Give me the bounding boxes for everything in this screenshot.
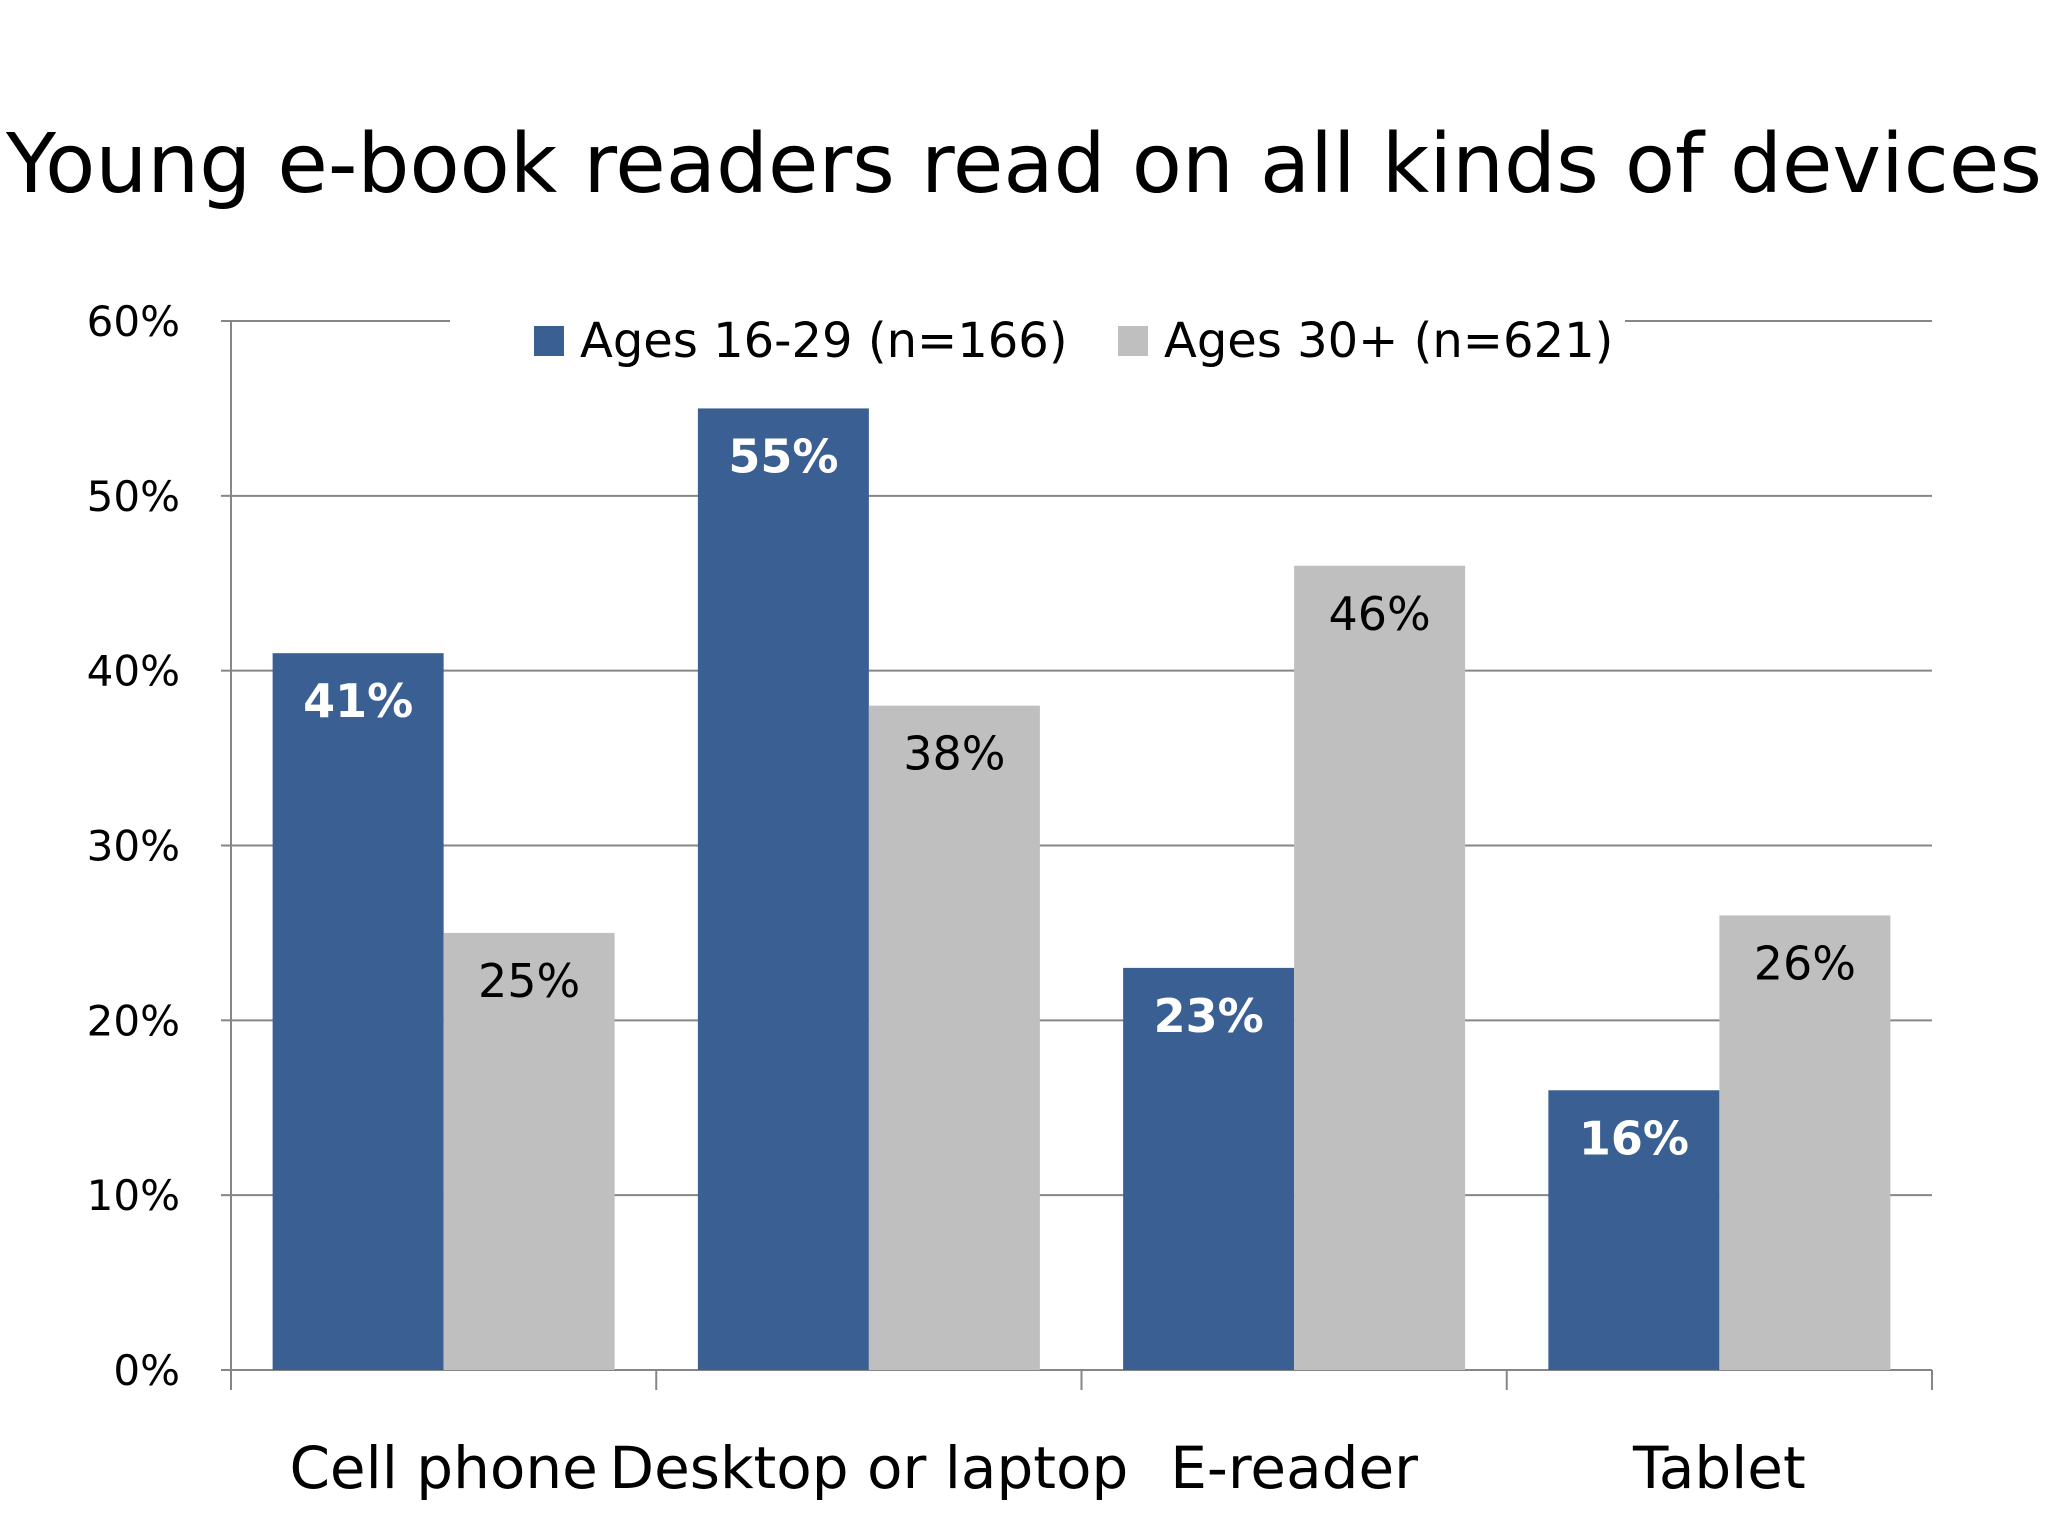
bar — [868, 705, 1040, 1370]
data-label: 25% — [478, 954, 580, 1008]
bars — [272, 408, 1891, 1371]
axes: 0% 10% 20% 30% 40% 50% 60% Cell phone Desktop or… — [87, 297, 1933, 1502]
data-label: 41% — [303, 674, 413, 728]
bar — [1294, 565, 1466, 1370]
x-tick-label: Desktop or laptop — [609, 1434, 1128, 1502]
y-tick-label: 40% — [87, 647, 180, 696]
bar — [697, 408, 869, 1371]
x-tick-label: Tablet — [1632, 1434, 1806, 1502]
data-label: 38% — [903, 727, 1005, 781]
data-label: 55% — [728, 429, 838, 483]
data-labels: 41% 25% 55% 38% 23% 46% 16% 26% — [303, 429, 1856, 1165]
legend-swatch — [534, 326, 564, 356]
bar — [1123, 967, 1295, 1370]
y-tick-label: 50% — [87, 472, 180, 521]
x-tick-label: Cell phone — [289, 1434, 597, 1502]
bar — [443, 932, 615, 1370]
y-tick-label: 0% — [113, 1346, 180, 1395]
data-label: 16% — [1579, 1111, 1689, 1165]
data-label: 26% — [1754, 936, 1856, 990]
legend-swatch — [1118, 326, 1148, 356]
data-label: 46% — [1329, 587, 1431, 641]
bar — [1719, 915, 1891, 1370]
y-tick-label: 10% — [87, 1171, 180, 1220]
y-tick-label: 60% — [87, 297, 180, 346]
chart-title: Young e-book readers read on all kinds o… — [5, 117, 2042, 212]
x-tick-label: E-reader — [1170, 1434, 1418, 1502]
y-tick-label: 20% — [87, 996, 180, 1045]
y-tick-label: 30% — [87, 822, 180, 871]
legend-label: Ages 30+ (n=621) — [1164, 313, 1613, 369]
bar — [1548, 1090, 1720, 1370]
legend-label: Ages 16-29 (n=166) — [580, 313, 1068, 369]
legend: Ages 16-29 (n=166) Ages 30+ (n=621) — [534, 313, 1613, 369]
bar — [272, 653, 444, 1370]
data-label: 23% — [1154, 989, 1264, 1043]
